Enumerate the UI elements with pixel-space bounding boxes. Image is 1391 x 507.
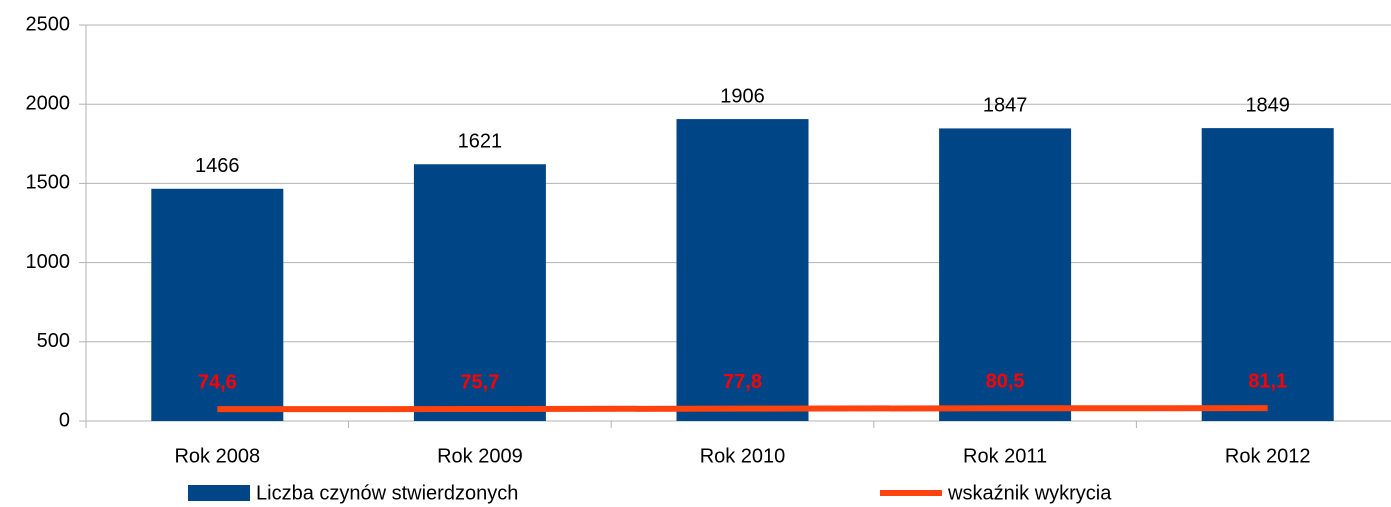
x-tick-label: Rok 2011 (963, 445, 1047, 467)
x-tick-label: Rok 2010 (700, 445, 786, 467)
bar-value-label: 1847 (983, 95, 1028, 117)
x-tick-label: Rok 2012 (1225, 445, 1311, 467)
legend-label: wskaźnik wykrycia (947, 482, 1112, 504)
y-tick-label: 1000 (26, 251, 71, 273)
legend-swatch (188, 485, 250, 501)
line-value-label: 75,7 (460, 371, 499, 393)
x-tick-label: Rok 2009 (437, 445, 523, 467)
y-tick-label: 500 (37, 330, 70, 352)
line-value-label: 80,5 (986, 371, 1025, 393)
bar (413, 164, 546, 422)
y-tick-label: 0 (59, 409, 70, 431)
legend-label: Liczba czynów stwierdzonych (256, 482, 518, 504)
x-tick-label: Rok 2008 (174, 445, 260, 467)
bar-value-label: 1621 (458, 131, 503, 153)
y-tick-label: 2500 (26, 13, 71, 35)
line (217, 405, 1268, 413)
bar (939, 128, 1072, 422)
bar (676, 119, 809, 421)
bar-value-label: 1849 (1245, 94, 1290, 116)
bar (151, 188, 284, 421)
line-value-label: 81,1 (1248, 370, 1287, 392)
y-tick-label: 1500 (26, 172, 71, 194)
bar-value-label: 1906 (720, 85, 765, 107)
line-value-label: 77,8 (723, 371, 762, 393)
line-value-label: 74,6 (198, 371, 237, 393)
y-tick-label: 2000 (26, 92, 71, 114)
bar (1201, 128, 1334, 421)
bar-value-label: 1466 (195, 155, 240, 177)
